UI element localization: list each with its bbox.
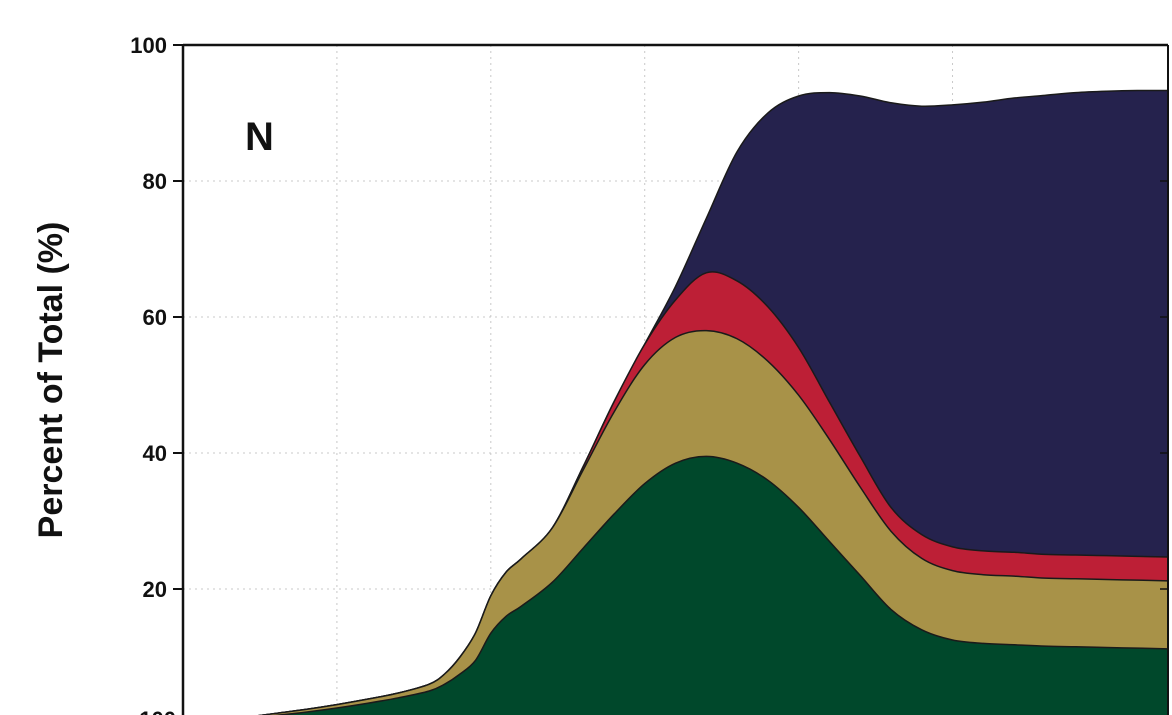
stacked-areas	[257, 89, 1169, 715]
y-tick-label: 100	[130, 33, 167, 58]
y-tick-label: 40	[143, 441, 167, 466]
plot-frame	[181, 43, 1169, 715]
y-tick-label: 60	[143, 305, 167, 330]
y-tick-label: 80	[143, 169, 167, 194]
panel-label: N	[245, 115, 274, 159]
y-axis-title: Percent of Total (%)	[32, 222, 70, 539]
area-series-1	[272, 455, 1169, 715]
y-axis-ticks: 20 40 60 80 100	[130, 33, 1168, 602]
y-tick-label: 20	[143, 577, 167, 602]
y-tick-label-partial: 100	[139, 707, 176, 715]
